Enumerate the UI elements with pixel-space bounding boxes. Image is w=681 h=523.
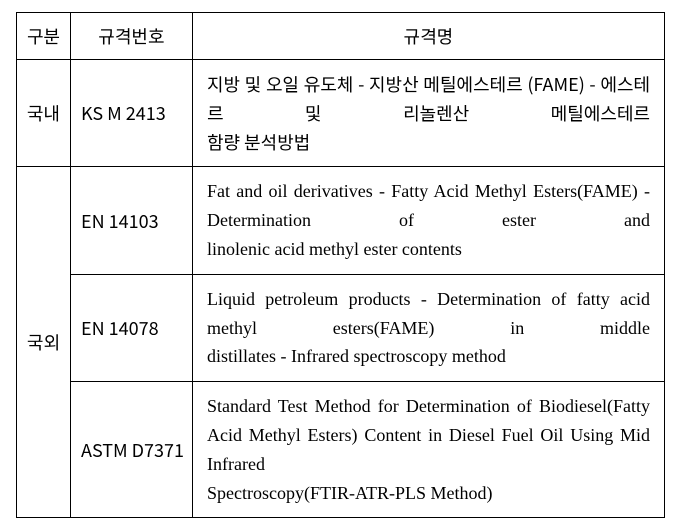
cell-desc: Fat and oil derivatives - Fatty Acid Met… bbox=[193, 167, 665, 274]
col-header-code: 규격번호 bbox=[71, 13, 193, 60]
standards-table: 구분 규격번호 규격명 국내 KS M 2413 지방 및 오일 유도체 - 지… bbox=[16, 12, 665, 518]
desc-line-last: distillates - Infrared spectroscopy meth… bbox=[207, 342, 650, 371]
table-row: 국외 EN 14103 Fat and oil derivatives - Fa… bbox=[17, 167, 665, 274]
desc-line-last: linolenic acid methyl ester contents bbox=[207, 235, 650, 264]
desc-line: Standard Test Method for Determination o… bbox=[207, 396, 532, 416]
cell-desc: 지방 및 오일 유도체 - 지방산 메틸에스테르 (FAME) - 에스테르 및… bbox=[193, 60, 665, 167]
desc-line: Liquid petroleum products - Determinatio… bbox=[207, 289, 566, 309]
cell-category-foreign: 국외 bbox=[17, 167, 71, 518]
cell-category-domestic: 국내 bbox=[17, 60, 71, 167]
table-row: EN 14078 Liquid petroleum products - Det… bbox=[17, 274, 665, 381]
cell-code: ASTM D7371 bbox=[71, 382, 193, 518]
col-header-name: 규격명 bbox=[193, 13, 665, 60]
desc-line-last: 함량 분석방법 bbox=[207, 128, 650, 157]
col-header-category: 구분 bbox=[17, 13, 71, 60]
table-row: ASTM D7371 Standard Test Method for Dete… bbox=[17, 382, 665, 518]
cell-code: EN 14078 bbox=[71, 274, 193, 381]
table-row: 국내 KS M 2413 지방 및 오일 유도체 - 지방산 메틸에스테르 (F… bbox=[17, 60, 665, 167]
desc-line: 지방 및 오일 유도체 - 지방산 메틸에스테르 bbox=[207, 71, 523, 97]
table-container: 구분 규격번호 규격명 국내 KS M 2413 지방 및 오일 유도체 - 지… bbox=[0, 0, 681, 523]
cell-desc: Liquid petroleum products - Determinatio… bbox=[193, 274, 665, 381]
desc-line-last: Spectroscopy(FTIR-ATR-PLS Method) bbox=[207, 479, 650, 508]
desc-line: Fat and oil derivatives - Fatty Acid Met… bbox=[207, 181, 527, 201]
table-header-row: 구분 규격번호 규격명 bbox=[17, 13, 665, 60]
cell-desc: Standard Test Method for Determination o… bbox=[193, 382, 665, 518]
cell-code: KS M 2413 bbox=[71, 60, 193, 167]
cell-code: EN 14103 bbox=[71, 167, 193, 274]
